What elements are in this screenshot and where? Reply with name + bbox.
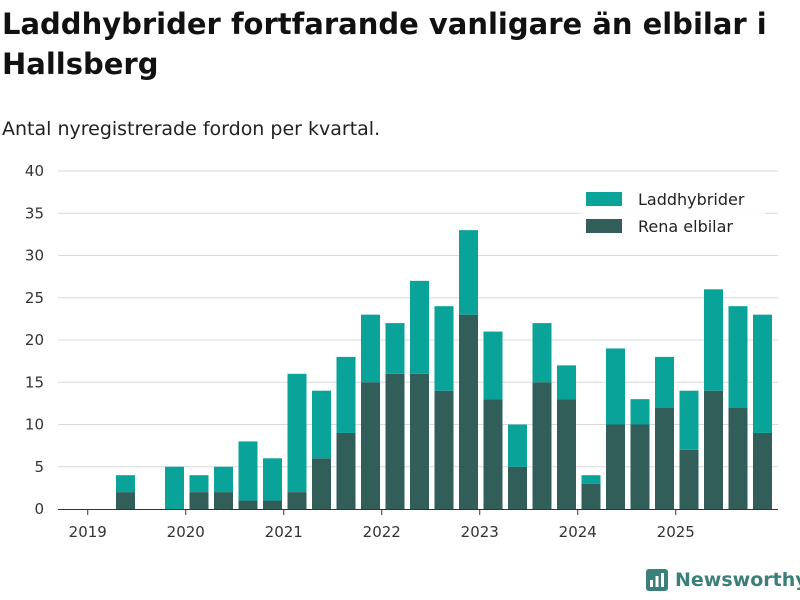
bar-laddhybrider [459, 230, 478, 315]
bar-laddhybrider [165, 466, 184, 509]
chart-title: Laddhybrider fortfarande vanligare än el… [2, 7, 767, 81]
bar-rena-elbilar [753, 432, 772, 509]
bar-rena-elbilar [483, 399, 503, 509]
bar-laddhybrider [557, 365, 576, 400]
y-tick-label: 40 [25, 162, 44, 180]
bar-laddhybrider [655, 356, 674, 408]
y-tick-label: 30 [25, 247, 44, 265]
x-tick-label: 2024 [559, 523, 597, 541]
bar-laddhybrider [630, 399, 650, 425]
bar-laddhybrider [312, 390, 331, 459]
bar-rena-elbilar [287, 492, 307, 509]
bar-rena-elbilar [630, 424, 650, 509]
bar-rena-elbilar [557, 399, 576, 509]
bar-laddhybrider [679, 390, 699, 450]
bar-rena-elbilar [508, 466, 527, 509]
bar-laddhybrider [434, 306, 454, 391]
bar-laddhybrider [263, 458, 282, 501]
brand-logo: Newsworthy [645, 568, 800, 592]
newsworthy-logo-icon [646, 569, 668, 591]
bar-laddhybrider [189, 475, 209, 493]
bar-laddhybrider [410, 280, 429, 374]
bar-rena-elbilar [361, 382, 380, 509]
x-tick-label: 2021 [265, 523, 303, 541]
bar-rena-elbilar [728, 407, 748, 509]
y-tick-label: 0 [34, 500, 44, 518]
bar-rena-elbilar [336, 432, 356, 509]
legend-label-laddhybrider: Laddhybrider [638, 190, 745, 209]
bar-rena-elbilar [385, 373, 405, 509]
brand-name: Newsworthy [675, 569, 800, 591]
bar-laddhybrider [753, 314, 772, 433]
bar-rena-elbilar [655, 407, 674, 509]
bar-rena-elbilar [263, 500, 282, 509]
y-tick-label: 20 [25, 331, 44, 349]
bar-rena-elbilar [116, 492, 135, 509]
bar-laddhybrider [361, 314, 380, 383]
bar-laddhybrider [385, 323, 405, 374]
bar-laddhybrider [704, 289, 723, 391]
bar-rena-elbilar [312, 458, 331, 509]
bar-laddhybrider [532, 323, 552, 383]
x-tick-label: 2020 [167, 523, 205, 541]
bar-rena-elbilar [704, 390, 723, 509]
legend-swatch-laddhybrider [586, 192, 622, 206]
bar-rena-elbilar [434, 390, 454, 509]
bar-rena-elbilar [459, 314, 478, 509]
bar-rena-elbilar [581, 483, 601, 509]
bar-rena-elbilar [679, 449, 699, 509]
legend-swatch-rena-elbilar [586, 219, 622, 233]
bar-rena-elbilar [189, 492, 209, 509]
bar-rena-elbilar [410, 373, 429, 509]
x-axis: 2019 2020 2021 2022 2023 2024 2025 [58, 509, 778, 541]
x-tick-label: 2025 [657, 523, 695, 541]
bar-rena-elbilar [606, 424, 625, 509]
bar-laddhybrider [728, 306, 748, 408]
bar-laddhybrider [581, 475, 601, 484]
x-tick-label: 2022 [363, 523, 401, 541]
bar-laddhybrider [606, 348, 625, 425]
y-tick-label: 35 [25, 204, 44, 222]
bar-laddhybrider [287, 373, 307, 493]
y-tick-label: 10 [25, 416, 44, 434]
y-tick-label: 15 [25, 373, 44, 391]
bar-laddhybrider [483, 331, 503, 400]
bar-laddhybrider [336, 356, 356, 433]
bar-rena-elbilar [238, 500, 258, 509]
bar-laddhybrider [214, 466, 233, 493]
bar-rena-elbilar [532, 382, 552, 509]
bar-laddhybrider [508, 424, 527, 467]
x-tick-label: 2019 [69, 523, 107, 541]
x-tick-label: 2023 [461, 523, 499, 541]
legend: Laddhybrider Rena elbilar [580, 186, 765, 246]
bar-laddhybrider [238, 441, 258, 501]
bar-rena-elbilar [214, 492, 233, 509]
chart-subtitle: Antal nyregistrerade fordon per kvartal. [2, 118, 381, 140]
y-tick-label: 25 [25, 289, 44, 307]
legend-label-rena-elbilar: Rena elbilar [638, 217, 733, 236]
y-axis: 0 5 10 15 20 25 30 35 40 [25, 162, 44, 518]
bar-laddhybrider [116, 475, 135, 493]
y-tick-label: 5 [34, 458, 44, 476]
bars [116, 230, 772, 509]
